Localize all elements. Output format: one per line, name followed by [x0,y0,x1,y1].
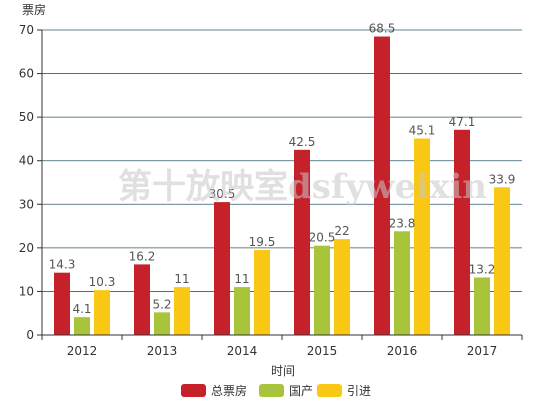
legend-swatch [317,384,342,397]
bar [174,287,190,335]
bar [314,245,330,335]
legend-swatch [259,384,284,397]
bar [94,290,110,335]
data-label: 13.2 [469,262,496,276]
y-tick-label: 10 [19,284,34,298]
x-tick-label: 2017 [467,344,498,358]
data-label: 45.1 [409,123,436,137]
data-label: 14.3 [49,258,76,272]
bar [234,287,250,335]
data-label: 11 [174,272,189,286]
y-tick-label: 20 [19,241,34,255]
y-tick-label: 40 [19,154,34,168]
y-tick-label: 0 [26,328,34,342]
bar [394,231,410,335]
bar [74,317,90,335]
x-tick-label: 2016 [387,344,418,358]
data-label: 19.5 [249,235,276,249]
data-label: 16.2 [129,249,156,263]
bar [414,138,430,335]
data-label: 33.9 [489,172,516,186]
legend-label: 国产 [289,384,313,398]
data-label: 4.1 [72,302,91,316]
data-label: 68.5 [369,22,396,36]
x-tick-label: 2015 [307,344,338,358]
x-axis-title: 时间 [271,364,295,378]
bar [374,36,390,336]
data-label: 47.1 [449,115,476,129]
legend: 总票房 国产 引进 [181,383,371,398]
bar [294,149,310,335]
bar [494,187,510,335]
bar [474,277,490,335]
data-label: 10.3 [89,275,116,289]
x-tick-label: 2014 [227,344,258,358]
data-label: 20.5 [309,231,336,245]
data-label: 11 [234,272,249,286]
data-label: 42.5 [289,135,316,149]
bar [134,264,150,335]
y-tick-label: 70 [19,23,34,37]
data-label: 23.8 [389,216,416,230]
legend-label: 引进 [347,384,371,398]
bar [154,312,170,335]
bar [454,129,470,335]
y-axis-title: 票房 [22,2,46,17]
bar [214,202,230,335]
watermark-text: 第十放映室dsfyweixin [118,167,487,207]
legend-label: 总票房 [211,383,247,398]
bar [54,272,70,335]
axes: 0 10 20 30 40 50 60 70 2012 2013 2014 2015 2016 2017 [19,23,523,358]
grid-lines [42,29,522,292]
y-tick-label: 60 [19,67,34,81]
bar [334,239,350,335]
y-tick-label: 50 [19,110,34,124]
data-label: 30.5 [209,187,236,201]
bars [54,36,510,336]
bar [254,250,270,335]
data-label: 5.2 [152,297,171,311]
data-labels: 14.316.230.542.568.547.14.1 5.21120.523.8… [49,22,516,317]
y-tick-label: 30 [19,197,34,211]
x-tick-label: 2012 [67,344,98,358]
x-tick-label: 2013 [147,344,178,358]
data-label: 22 [334,224,349,238]
legend-swatch [181,384,206,397]
